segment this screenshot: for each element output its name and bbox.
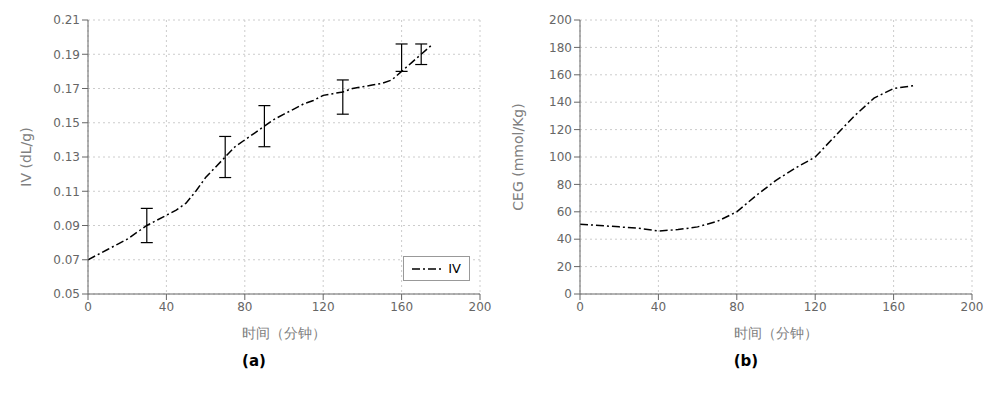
svg-text:60: 60 [557,205,572,219]
svg-text:200: 200 [549,13,572,27]
svg-text:时间（分钟）: 时间（分钟） [242,325,326,341]
svg-text:40: 40 [159,300,174,314]
svg-text:80: 80 [557,178,572,192]
svg-text:40: 40 [651,300,666,314]
svg-text:100: 100 [549,150,572,164]
html-text:IV: IV [448,261,461,276]
svg-text:80: 80 [729,300,744,314]
svg-text:160: 160 [882,300,905,314]
svg-text:0.05: 0.05 [53,287,80,301]
svg-text:200: 200 [469,300,492,314]
svg-text:160: 160 [390,300,413,314]
svg-text:140: 140 [549,95,572,109]
svg-text:200: 200 [961,300,984,314]
svg-text:0: 0 [564,287,572,301]
svg-text:0.13: 0.13 [53,150,80,164]
svg-text:0.15: 0.15 [53,116,80,130]
svg-text:40: 40 [557,232,572,246]
svg-text:120: 120 [312,300,335,314]
html-text:(b): (b) [733,352,759,370]
svg-text:160: 160 [549,68,572,82]
svg-text:时间（分钟）: 时间（分钟） [734,325,818,341]
svg-text:20: 20 [557,260,572,274]
svg-text:0: 0 [576,300,584,314]
svg-text:0.17: 0.17 [53,82,80,96]
svg-text:0.19: 0.19 [53,48,80,62]
svg-text:80: 80 [237,300,252,314]
svg-text:120: 120 [549,123,572,137]
svg-text:CEG (mmol/Kg): CEG (mmol/Kg) [510,103,526,210]
svg-text:0.11: 0.11 [53,185,80,199]
svg-text:120: 120 [804,300,827,314]
svg-text:0: 0 [84,300,92,314]
svg-text:IV (dL/g): IV (dL/g) [18,127,34,186]
html-text:(a): (a) [242,352,266,370]
svg-text:180: 180 [549,41,572,55]
svg-text:0.09: 0.09 [53,219,80,233]
svg-text:0.21: 0.21 [53,13,80,27]
svg-text:0.07: 0.07 [53,253,80,267]
